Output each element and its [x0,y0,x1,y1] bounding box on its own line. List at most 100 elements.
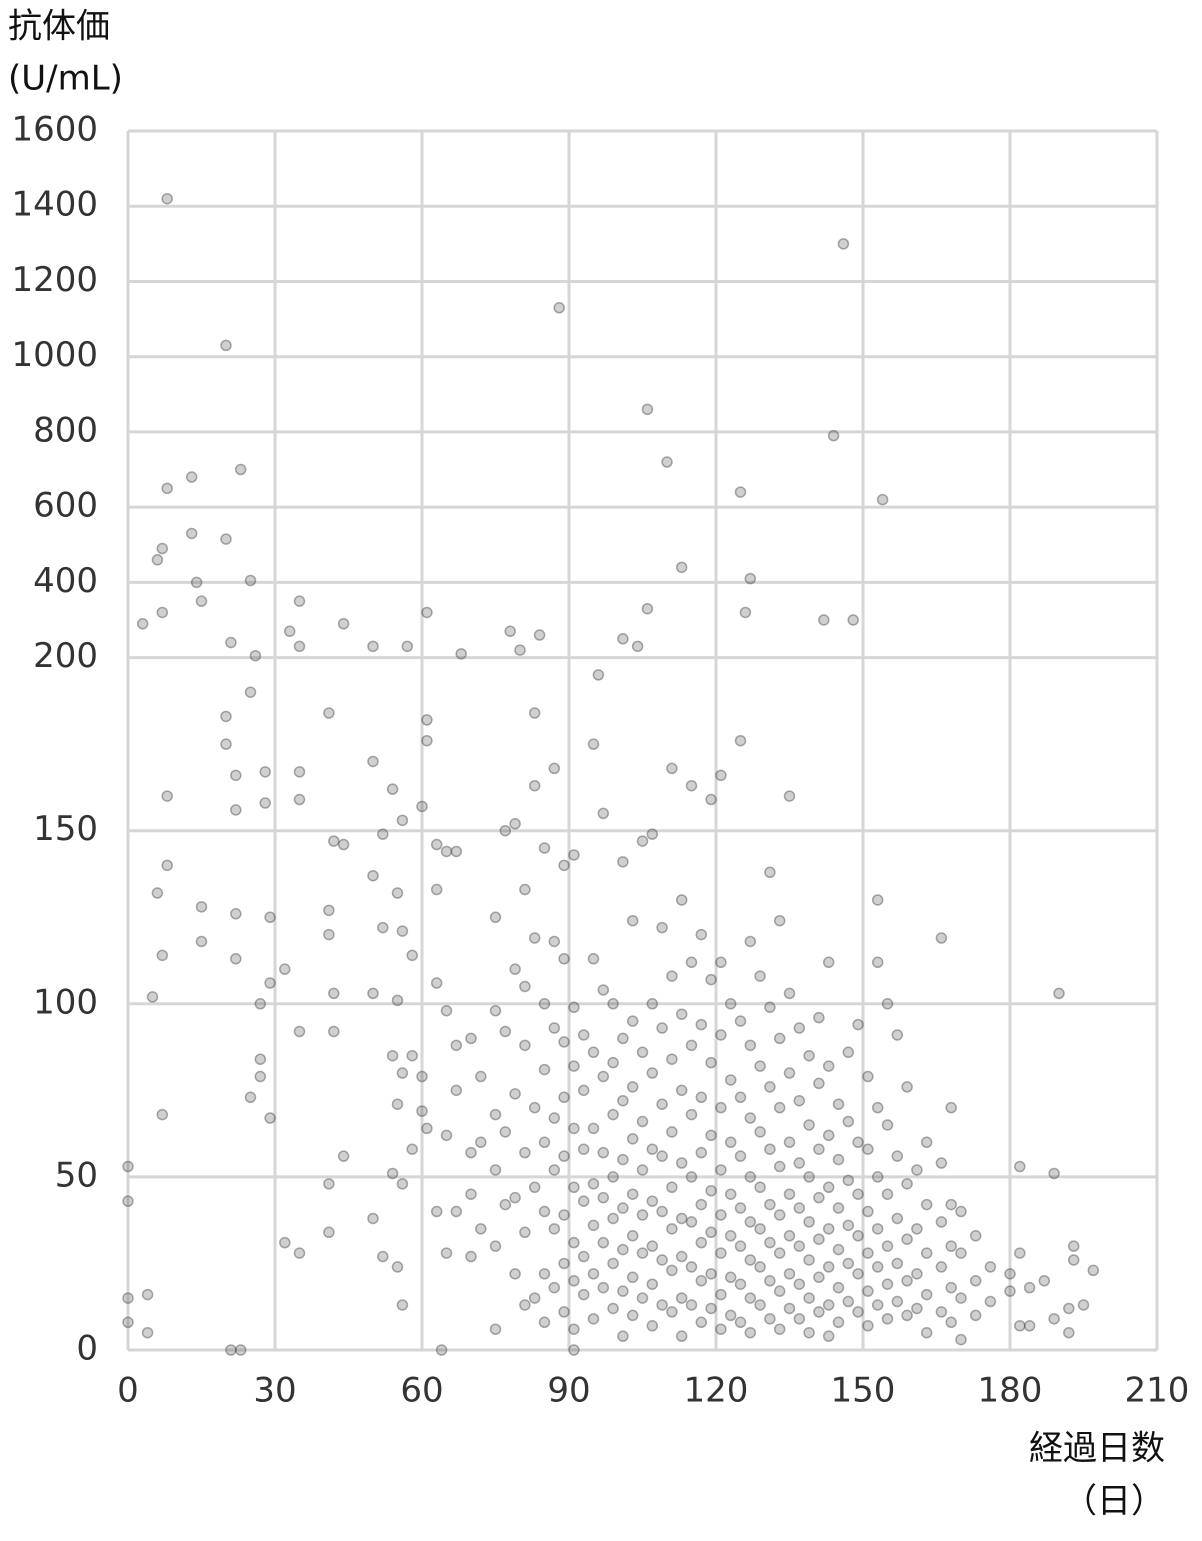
point [377,1250,389,1263]
point [832,1243,845,1256]
point [715,1101,727,1114]
point [783,1268,796,1280]
point [156,606,169,619]
point [475,1223,487,1235]
point [577,1084,590,1097]
point [724,1309,737,1322]
point [577,1029,590,1041]
point [891,1029,904,1041]
point [822,1223,835,1235]
point [675,561,688,574]
point [754,1223,766,1235]
point [813,1306,825,1318]
point [607,1056,619,1069]
point [666,1264,678,1277]
point [1077,1299,1090,1311]
point [744,1292,757,1304]
point [862,1320,874,1332]
point [161,482,173,495]
point [764,866,776,878]
point [293,793,306,806]
point [813,1191,825,1204]
point [881,1313,894,1325]
point [391,994,404,1007]
point [822,1261,835,1273]
point [646,1143,659,1155]
point [568,1275,580,1287]
point [695,1091,708,1104]
point [675,1084,688,1097]
point [773,1323,786,1335]
point [891,1150,904,1162]
point [783,1302,796,1315]
point [764,1275,776,1287]
point [421,606,433,619]
point [793,1094,806,1107]
point [185,527,198,540]
y-tick-label: 800 [33,410,98,450]
point [876,493,889,506]
point [519,883,531,896]
point [862,1070,874,1083]
point [764,1236,776,1249]
point [328,1025,340,1038]
point [293,1025,306,1038]
point [421,714,433,726]
point [793,1278,806,1290]
point [617,1330,629,1342]
point [862,1143,874,1155]
point [230,908,242,920]
point [705,1268,717,1280]
point [244,1091,257,1104]
point [744,1216,757,1228]
point [1004,1268,1016,1280]
point [641,602,654,615]
point [151,554,164,566]
point [695,1275,708,1287]
point [293,640,306,653]
point [225,1344,237,1356]
point [587,1178,600,1190]
point [430,1205,443,1218]
point [489,1164,502,1176]
point [597,1281,610,1294]
point [871,1171,884,1183]
point [666,762,678,775]
point [705,973,717,986]
point [705,1129,717,1142]
point [1048,1313,1060,1325]
point [773,1209,786,1221]
point [1014,1320,1026,1332]
point [386,783,399,795]
point [568,1236,580,1249]
point [783,987,796,1000]
point [832,1316,845,1329]
point [862,1247,874,1259]
point [607,1108,619,1121]
point [666,1126,678,1138]
x-axis-unit: （日） [1063,1482,1165,1522]
point [597,984,610,996]
point [122,1292,134,1304]
point [685,1299,698,1311]
point [416,1105,428,1117]
point [724,1230,737,1242]
point [685,1039,698,1052]
point [161,790,173,802]
y-tick-label: 400 [33,561,98,601]
point [538,1205,551,1218]
point [1014,1160,1026,1173]
point [568,1344,580,1356]
x-tick-label: 210 [1125,1371,1190,1411]
point [685,779,698,792]
point [911,1164,923,1176]
point [935,932,948,944]
point [558,1209,570,1221]
point [646,998,659,1010]
point [734,1240,747,1252]
point [504,625,516,638]
point [783,1188,796,1200]
point [377,921,389,934]
point [705,1056,717,1069]
point [607,998,619,1010]
